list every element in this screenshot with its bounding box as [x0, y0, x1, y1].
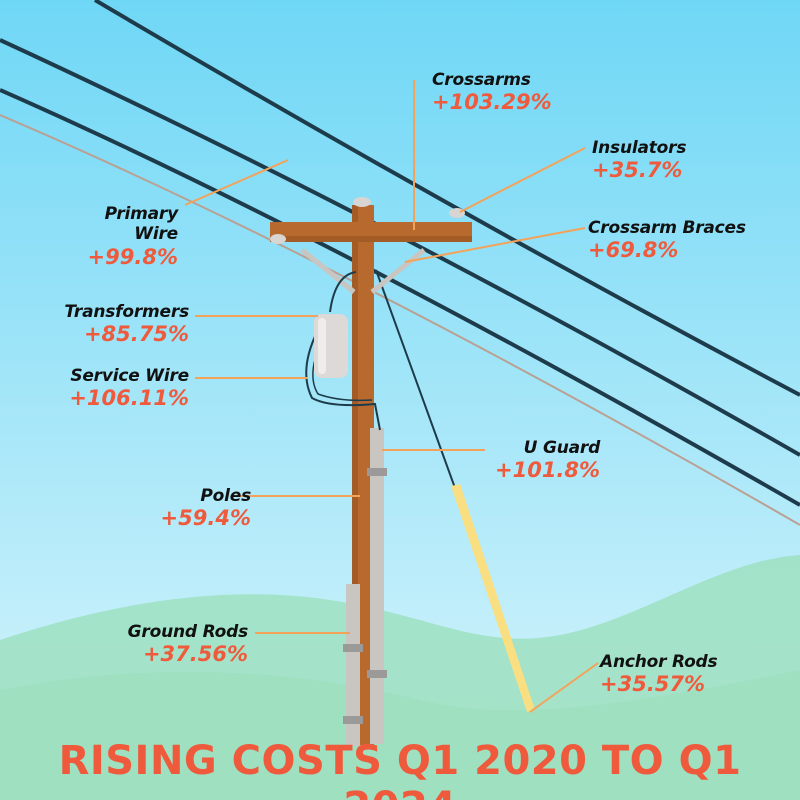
cost-change: +59.4% — [160, 506, 251, 531]
crossarm — [270, 222, 472, 242]
component-name: Poles — [200, 486, 251, 506]
leader-crossarm-braces — [404, 227, 586, 263]
ground-rod-bracket — [343, 716, 363, 724]
cost-change: +101.8% — [495, 458, 601, 483]
component-name: Ground Rods — [127, 622, 249, 642]
cost-change: +106.11% — [69, 386, 189, 411]
label-primary-wire: Primary Wire +99.8% — [87, 204, 179, 270]
insulator-right — [449, 208, 465, 218]
leader-insulators — [459, 147, 586, 213]
u-guard-bracket — [367, 468, 387, 476]
label-ground-rods: Ground Rods +37.56% — [127, 622, 249, 668]
label-crossarm-braces: Crossarm Braces +69.8% — [588, 218, 746, 264]
cost-change: +99.8% — [87, 244, 178, 269]
crossarm-brace-left — [300, 248, 356, 294]
transformer-lead — [329, 271, 357, 313]
component-name: U Guard — [523, 438, 601, 458]
leader-anchor-rods — [529, 662, 599, 713]
page-title: RISING COSTS Q1 2020 TO Q1 2024 — [58, 738, 742, 800]
component-name: Transformers — [64, 302, 189, 322]
hill-front — [0, 670, 800, 800]
transformer-highlight — [318, 318, 326, 374]
ground-rod-strip — [346, 584, 360, 746]
label-u-guard: U Guard +101.8% — [495, 438, 600, 484]
power-line-top — [93, 0, 800, 397]
component-name: Service Wire — [70, 366, 189, 386]
component-name: Crossarm Braces — [588, 218, 746, 238]
label-service-wire: Service Wire +106.11% — [69, 366, 189, 412]
insulator-left — [270, 234, 286, 244]
cost-change: +35.57% — [600, 672, 706, 697]
cost-change: +37.56% — [142, 642, 248, 667]
leader-primary-wire — [184, 159, 289, 206]
label-crossarms: Crossarms +103.29% — [432, 70, 552, 116]
cost-change: +103.29% — [432, 90, 552, 115]
anchor-guard — [451, 484, 535, 712]
cost-change: +69.8% — [588, 238, 679, 263]
label-anchor-rods: Anchor Rods +35.57% — [600, 652, 718, 698]
pole-shadow — [352, 205, 358, 745]
component-name: Primary Wire — [104, 204, 179, 245]
u-guard-strip — [370, 428, 384, 744]
component-name: Anchor Rods — [600, 652, 718, 672]
u-guard-bracket — [367, 670, 387, 678]
guy-wire — [375, 269, 456, 489]
cost-change: +35.7% — [592, 158, 683, 183]
service-drop — [305, 329, 381, 431]
cost-change: +85.75% — [83, 322, 189, 347]
crossarm-shade — [270, 236, 472, 242]
ground-rod-bracket — [343, 644, 363, 652]
label-transformers: Transformers +85.75% — [64, 302, 189, 348]
crossarm-brace-right — [370, 248, 426, 294]
label-poles: Poles +59.4% — [160, 486, 252, 532]
component-name: Crossarms — [432, 70, 531, 90]
insulator-top — [353, 197, 371, 207]
component-name: Insulators — [592, 138, 687, 158]
label-insulators: Insulators +35.7% — [592, 138, 686, 184]
